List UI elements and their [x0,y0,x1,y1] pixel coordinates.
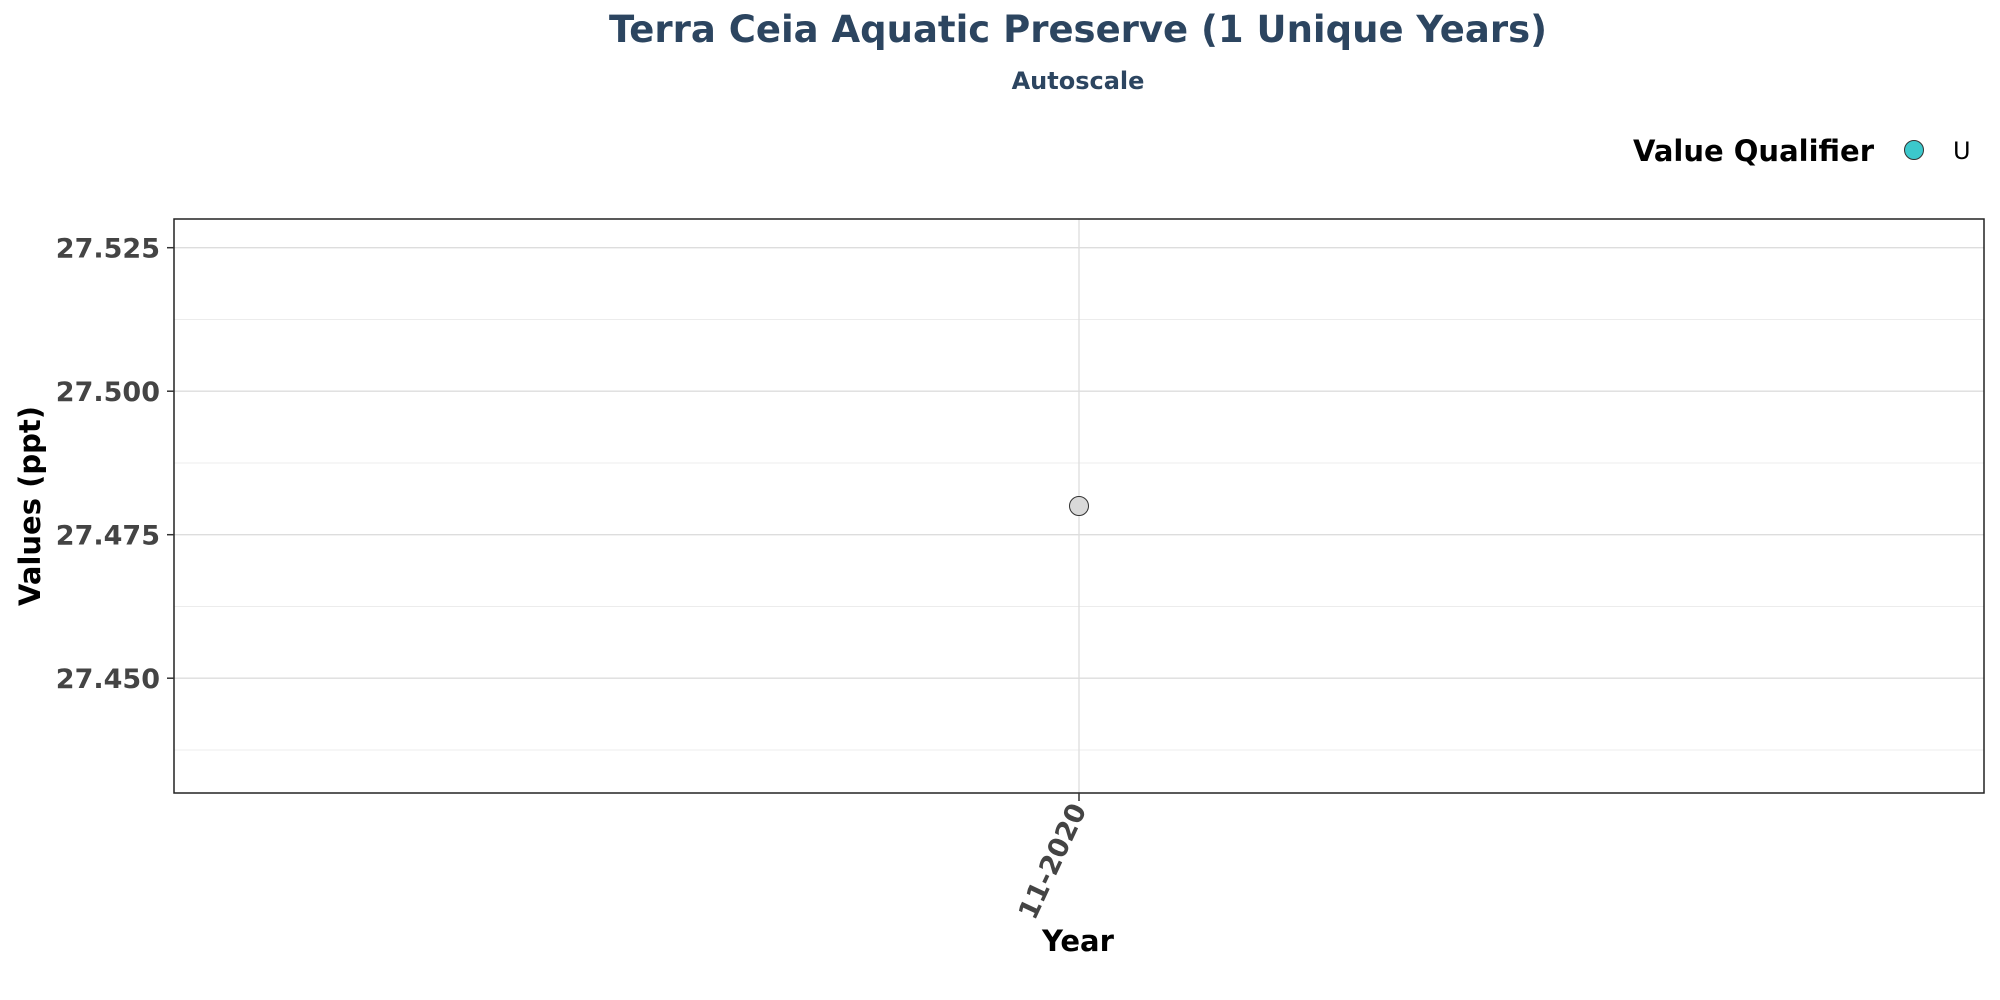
legend: Value Qualifier U [1633,134,1971,168]
chart-subtitle: Autoscale [1012,67,1145,95]
y-tick-label: 27.525 [56,234,160,265]
data-point [1069,496,1089,516]
y-tick-label: 27.450 [56,664,160,695]
legend-marker [1904,140,1924,160]
plot-panel [173,218,1985,794]
y-axis: 27.450 27.475 27.500 27.525 [56,234,174,695]
chart-title: Terra Ceia Aquatic Preserve (1 Unique Ye… [609,8,1547,51]
x-axis: 11-2020 [1013,793,1093,924]
y-tick-label: 27.500 [56,377,160,408]
y-axis-title: Values (ppt) [13,406,47,606]
legend-title: Value Qualifier [1633,134,1875,168]
x-axis-title: Year [1041,924,1115,958]
y-tick-label: 27.475 [56,521,160,552]
legend-label: U [1953,137,1971,165]
x-tick-label: 11-2020 [1013,799,1093,924]
